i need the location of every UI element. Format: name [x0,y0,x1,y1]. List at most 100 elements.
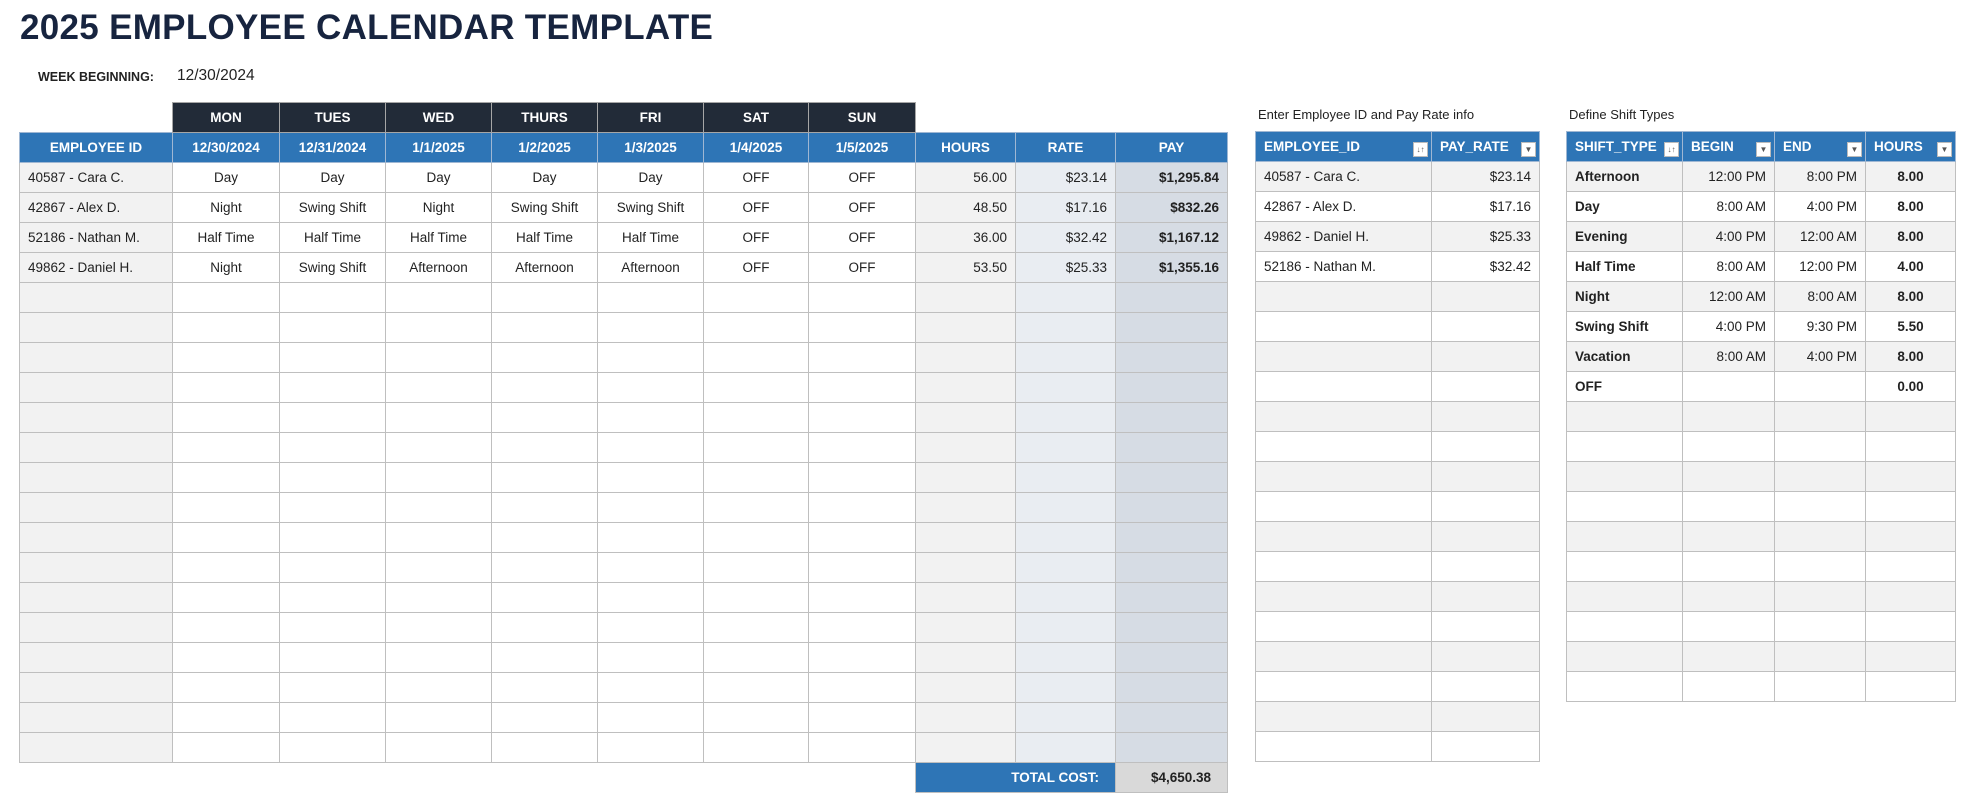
shift-cell[interactable] [703,702,809,733]
shift-cell[interactable] [703,282,809,313]
employee-cell[interactable] [19,402,173,433]
employee-id-cell[interactable] [1255,431,1432,462]
shift-cell[interactable] [279,402,386,433]
shift-hours-cell[interactable]: 8.00 [1865,191,1956,222]
begin-cell[interactable]: 4:00 PM [1682,311,1775,342]
employee-cell[interactable]: 49862 - Daniel H. [19,252,173,283]
shift-cell[interactable] [597,402,704,433]
shift-cell[interactable] [703,552,809,583]
shift-cell[interactable] [491,372,598,403]
end-cell[interactable]: 4:00 PM [1774,341,1866,372]
end-cell[interactable]: 4:00 PM [1774,191,1866,222]
shift-cell[interactable] [172,582,280,613]
shift-cell[interactable] [385,552,492,583]
shift-cell[interactable] [279,312,386,343]
shift-cell[interactable] [279,642,386,673]
hours-header[interactable]: HOURS ▼ [1865,131,1956,162]
pay-rate-cell[interactable] [1431,701,1540,732]
begin-cell[interactable] [1682,581,1775,612]
pay-rate-cell[interactable] [1431,311,1540,342]
shift-cell[interactable]: Day [279,162,386,193]
shift-type-header[interactable]: SHIFT_TYPE ↓↑ [1566,131,1683,162]
pay-rate-cell[interactable] [1431,611,1540,642]
shift-cell[interactable]: Night [172,252,280,283]
shift-cell[interactable]: Day [172,162,280,193]
shift-cell[interactable] [385,492,492,523]
shift-cell[interactable] [808,642,916,673]
shift-cell[interactable] [703,612,809,643]
employee-id-cell[interactable]: 49862 - Daniel H. [1255,221,1432,252]
shift-cell[interactable] [808,732,916,763]
employee-id-cell[interactable] [1255,581,1432,612]
shift-hours-cell[interactable] [1865,581,1956,612]
shift-cell[interactable] [703,492,809,523]
shift-type-cell[interactable]: Afternoon [1566,161,1683,192]
employee-id-cell[interactable] [1255,371,1432,402]
shift-hours-cell[interactable] [1865,431,1956,462]
shift-cell[interactable] [279,282,386,313]
end-cell[interactable] [1774,491,1866,522]
shift-cell[interactable] [491,732,598,763]
shift-hours-cell[interactable] [1865,401,1956,432]
shift-cell[interactable] [491,582,598,613]
begin-cell[interactable] [1682,431,1775,462]
shift-cell[interactable] [279,612,386,643]
begin-cell[interactable] [1682,521,1775,552]
shift-hours-cell[interactable] [1865,641,1956,672]
shift-type-cell[interactable] [1566,401,1683,432]
employee-cell[interactable] [19,612,173,643]
shift-cell[interactable] [385,342,492,373]
shift-cell[interactable] [279,552,386,583]
shift-cell[interactable] [597,732,704,763]
filter-dropdown-icon[interactable]: ▼ [1756,142,1771,157]
employee-cell[interactable] [19,342,173,373]
shift-type-cell[interactable] [1566,581,1683,612]
shift-cell[interactable] [597,282,704,313]
shift-cell[interactable] [279,732,386,763]
shift-cell[interactable]: Half Time [597,222,704,253]
employee-id-cell[interactable] [1255,701,1432,732]
begin-cell[interactable] [1682,551,1775,582]
shift-cell[interactable]: Day [385,162,492,193]
shift-cell[interactable]: Afternoon [491,252,598,283]
shift-hours-cell[interactable] [1865,491,1956,522]
shift-cell[interactable] [172,642,280,673]
shift-type-cell[interactable] [1566,641,1683,672]
pay-rate-cell[interactable] [1431,461,1540,492]
shift-hours-cell[interactable]: 8.00 [1865,221,1956,252]
shift-cell[interactable] [385,642,492,673]
shift-hours-cell[interactable]: 0.00 [1865,371,1956,402]
shift-type-cell[interactable] [1566,491,1683,522]
shift-cell[interactable] [703,522,809,553]
shift-cell[interactable] [808,672,916,703]
employee-id-cell[interactable] [1255,551,1432,582]
shift-cell[interactable] [172,612,280,643]
shift-cell[interactable] [597,312,704,343]
end-cell[interactable] [1774,371,1866,402]
sort-filter-icon[interactable]: ↓↑ [1664,142,1679,157]
begin-cell[interactable]: 12:00 PM [1682,161,1775,192]
shift-type-cell[interactable]: OFF [1566,371,1683,402]
shift-cell[interactable] [279,432,386,463]
shift-cell[interactable] [597,702,704,733]
shift-type-cell[interactable]: Evening [1566,221,1683,252]
pay-rate-cell[interactable] [1431,401,1540,432]
pay-rate-header[interactable]: PAY_RATE ▼ [1431,131,1540,162]
employee-cell[interactable] [19,522,173,553]
end-cell[interactable] [1774,461,1866,492]
shift-cell[interactable] [597,342,704,373]
end-cell[interactable] [1774,551,1866,582]
shift-cell[interactable] [703,462,809,493]
employee-id-cell[interactable] [1255,401,1432,432]
end-header[interactable]: END ▼ [1774,131,1866,162]
shift-hours-cell[interactable]: 8.00 [1865,161,1956,192]
shift-cell[interactable] [808,432,916,463]
employee-cell[interactable] [19,732,173,763]
employee-cell[interactable] [19,312,173,343]
shift-cell[interactable] [808,282,916,313]
end-cell[interactable] [1774,401,1866,432]
shift-hours-cell[interactable]: 8.00 [1865,341,1956,372]
begin-cell[interactable] [1682,401,1775,432]
shift-type-cell[interactable] [1566,611,1683,642]
shift-hours-cell[interactable]: 4.00 [1865,251,1956,282]
